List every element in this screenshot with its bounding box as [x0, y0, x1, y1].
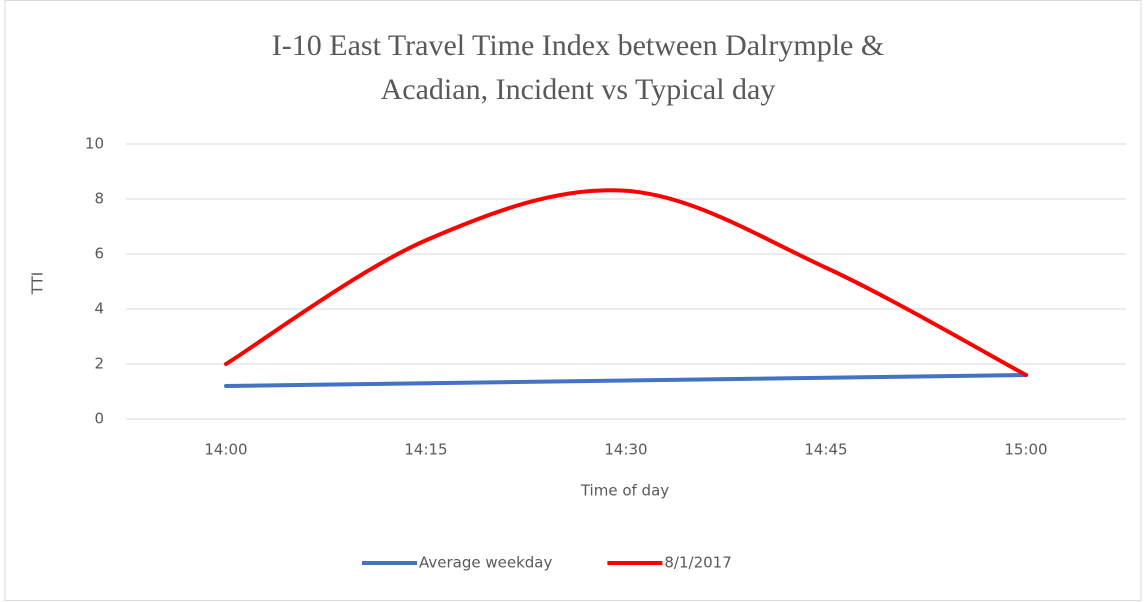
y-tick-label: 6	[94, 245, 104, 263]
line	[224, 373, 1028, 388]
y-tick-label: 10	[85, 135, 104, 153]
y-axis-label: TTI	[29, 272, 47, 296]
y-tick-label: 8	[94, 190, 104, 208]
x-tick-label: 14:15	[404, 441, 447, 459]
y-tick-label: 0	[94, 410, 104, 428]
y-tick-label: 4	[94, 300, 104, 318]
chart-title: I-10 East Travel Time Index between Dalr…	[272, 29, 884, 106]
legend-label: 8/1/2017	[664, 554, 731, 572]
x-tick-label: 14:45	[804, 441, 847, 459]
y-tick-label: 2	[94, 355, 104, 373]
x-axis-label: Time of day	[580, 482, 669, 500]
x-tick-label: 15:00	[1004, 441, 1047, 459]
chart-frame	[4, 0, 1142, 601]
line	[224, 188, 1028, 377]
x-tick-label: 14:00	[204, 441, 247, 459]
legend-label: Average weekday	[419, 554, 552, 572]
x-tick-label: 14:30	[604, 441, 647, 459]
